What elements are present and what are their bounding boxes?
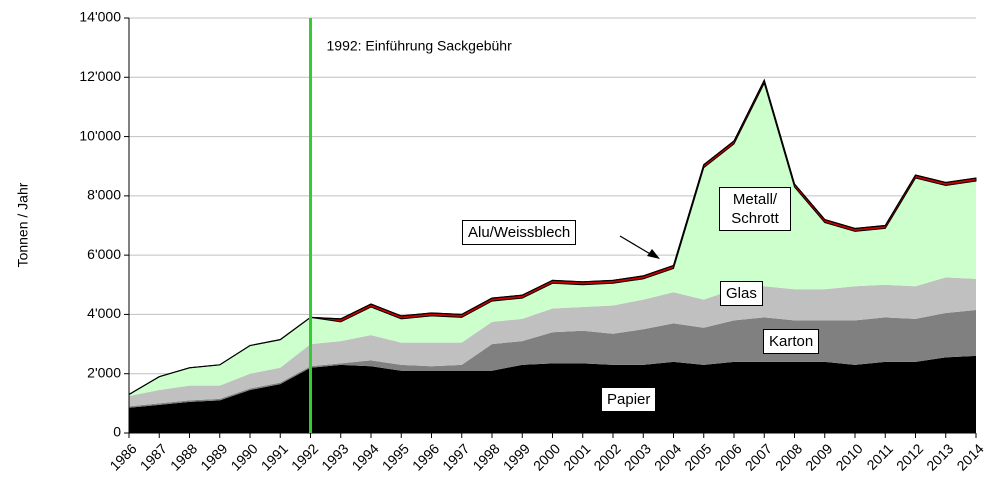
series-label: Papier <box>601 387 657 412</box>
y-axis-title: Tonnen / Jahr <box>15 182 31 267</box>
x-tick-label: 2009 <box>802 440 835 473</box>
area <box>129 355 976 433</box>
x-tick-label: 2005 <box>681 440 714 473</box>
y-tick-label: 0 <box>113 424 121 440</box>
y-tick-label: 10'000 <box>79 127 121 143</box>
x-tick-label: 2002 <box>590 440 623 473</box>
x-tick-label: 1989 <box>197 440 230 473</box>
area <box>129 277 976 407</box>
x-tick-label: 2006 <box>711 440 744 473</box>
x-tick-label: 2012 <box>893 440 926 473</box>
x-tick-label: 1986 <box>106 440 139 473</box>
y-tick-label: 12'000 <box>79 68 121 84</box>
series-label: Glas <box>720 281 763 306</box>
x-tick-label: 1992 <box>288 440 321 473</box>
x-tick-label: 2014 <box>953 440 986 473</box>
x-tick-label: 2010 <box>832 440 865 473</box>
x-tick-label: 2007 <box>742 440 775 473</box>
x-tick-label: 1995 <box>379 440 412 473</box>
y-tick-label: 14'000 <box>79 9 121 25</box>
series-label: Alu/Weissblech <box>462 220 577 245</box>
x-tick-label: 1993 <box>318 440 351 473</box>
x-tick-label: 1999 <box>500 440 533 473</box>
x-tick-label: 1997 <box>439 440 472 473</box>
area <box>129 83 976 396</box>
annotation-text: 1992: Einführung Sackgebühr <box>327 38 513 54</box>
x-tick-label: 2011 <box>863 440 896 473</box>
y-tick-label: 6'000 <box>87 246 121 262</box>
label-arrow <box>619 235 653 256</box>
x-tick-label: 1996 <box>409 440 442 473</box>
x-tick-label: 2000 <box>530 440 563 473</box>
label-arrowhead <box>647 249 660 259</box>
y-tick-label: 2'000 <box>87 364 121 380</box>
top-outline <box>128 78 977 395</box>
series-label: Karton <box>763 329 820 354</box>
x-tick-label: 2003 <box>621 440 654 473</box>
x-tick-label: 1991 <box>258 440 291 473</box>
x-tick-label: 2013 <box>923 440 956 473</box>
x-tick-label: 1998 <box>469 440 502 473</box>
series-label: Metall/Schrott <box>719 187 791 231</box>
x-tick-label: 1994 <box>348 440 381 473</box>
x-tick-label: 1988 <box>167 440 200 473</box>
y-tick-label: 4'000 <box>87 305 121 321</box>
x-tick-label: 2001 <box>560 440 593 473</box>
x-tick-label: 2008 <box>772 440 805 473</box>
x-tick-label: 1987 <box>137 440 170 473</box>
x-tick-label: 1990 <box>227 440 260 473</box>
y-tick-label: 8'000 <box>87 187 121 203</box>
x-tick-label: 2004 <box>651 440 684 473</box>
